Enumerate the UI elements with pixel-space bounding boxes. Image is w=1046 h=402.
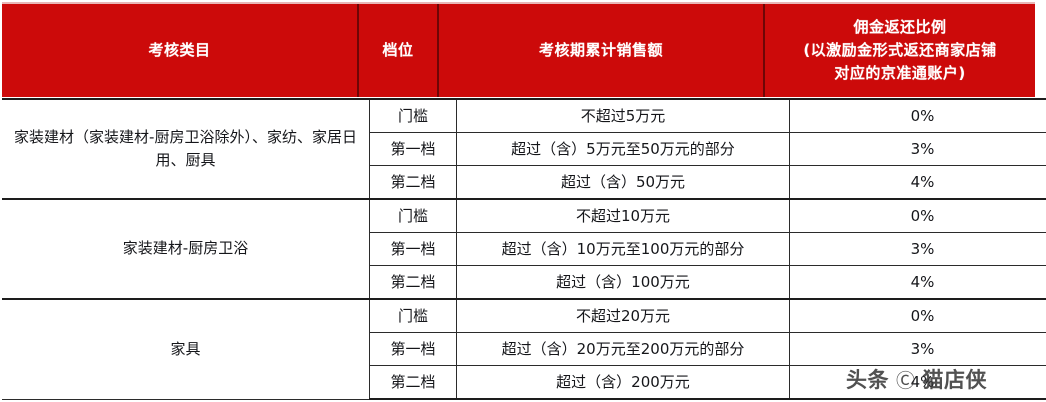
rate-cell: 3% [789, 232, 1046, 266]
rate-cell: 3% [789, 132, 1046, 166]
tier-cell: 第二档 [369, 165, 457, 200]
header-cell-category: 考核类目 [2, 4, 357, 97]
table-row: 第二档 超过（含）100万元 4% [2, 265, 1046, 300]
sales-cell: 不超过10万元 [456, 198, 790, 233]
header-cell-tier: 档位 [357, 4, 437, 97]
rate-cell: 4% [789, 365, 1046, 400]
sales-cell: 超过（含）10万元至100万元的部分 [456, 232, 790, 266]
rate-cell: 0% [789, 298, 1046, 333]
table-row: 家装建材（家装建材-厨房卫浴除外）、家纺、家居日用、厨具 门槛 不超过5万元 0… [2, 98, 1046, 200]
header-rate-line-1: 佣金返还比例 [853, 17, 947, 36]
sales-cell: 超过（含）50万元 [456, 165, 790, 200]
header-cell-rate: 佣金返还比例 (以激励金形式返还商家店铺 对应的京准通账户) [763, 4, 1035, 97]
sales-cell: 超过（含）200万元 [456, 365, 790, 400]
sales-cell: 超过（含）5万元至50万元的部分 [456, 132, 790, 166]
sales-cell: 不超过20万元 [456, 298, 790, 333]
rate-cell: 0% [789, 198, 1046, 233]
rate-cell: 4% [789, 265, 1046, 300]
table-row: 家装建材-厨房卫浴 门槛 不超过10万元 0% [2, 198, 1046, 300]
category-cell: 家装建材（家装建材-厨房卫浴除外）、家纺、家居日用、厨具 [2, 98, 370, 200]
tier-cell: 第一档 [369, 232, 457, 266]
rate-cell: 3% [789, 332, 1046, 366]
table-row: 家具 门槛 不超过20万元 0% [2, 298, 1046, 400]
table-row: 第二档 超过（含）50万元 4% [2, 165, 1046, 200]
sales-cell: 不超过5万元 [456, 98, 790, 133]
table-row: 第一档 超过（含）10万元至100万元的部分 3% [2, 232, 1046, 266]
category-cell: 家装建材-厨房卫浴 [2, 198, 370, 300]
sales-cell: 超过（含）20万元至200万元的部分 [456, 332, 790, 366]
table-header-row: 考核类目 档位 考核期累计销售额 佣金返还比例 (以激励金形式返还商家店铺 对应… [2, 2, 1035, 97]
header-rate-line-3: 对应的京准通账户) [834, 64, 966, 83]
tier-cell: 第一档 [369, 332, 457, 366]
tier-cell: 第二档 [369, 365, 457, 400]
tier-cell: 第一档 [369, 132, 457, 166]
table-row: 第二档 超过（含）200万元 4% [2, 365, 1046, 400]
table-body: 家装建材（家装建材-厨房卫浴除外）、家纺、家居日用、厨具 门槛 不超过5万元 0… [2, 98, 1046, 400]
header-sales-label: 考核期累计销售额 [538, 40, 663, 59]
tier-cell: 第二档 [369, 265, 457, 300]
table-row: 第一档 超过（含）5万元至50万元的部分 3% [2, 132, 1046, 166]
table-row: 第一档 超过（含）20万元至200万元的部分 3% [2, 332, 1046, 366]
tier-cell: 门槛 [369, 98, 457, 133]
header-tier-label: 档位 [382, 40, 414, 59]
header-cell-sales: 考核期累计销售额 [437, 4, 763, 97]
header-rate-line-2: (以激励金形式返还商家店铺 [803, 40, 997, 59]
header-rate-block: 佣金返还比例 (以激励金形式返还商家店铺 对应的京准通账户) [803, 16, 996, 86]
rate-cell: 4% [789, 165, 1046, 200]
rate-cell: 0% [789, 98, 1046, 133]
sales-cell: 超过（含）100万元 [456, 265, 790, 300]
category-cell: 家具 [2, 298, 370, 400]
tier-cell: 门槛 [369, 298, 457, 333]
tier-cell: 门槛 [369, 198, 457, 233]
header-category-label: 考核类目 [148, 40, 211, 59]
